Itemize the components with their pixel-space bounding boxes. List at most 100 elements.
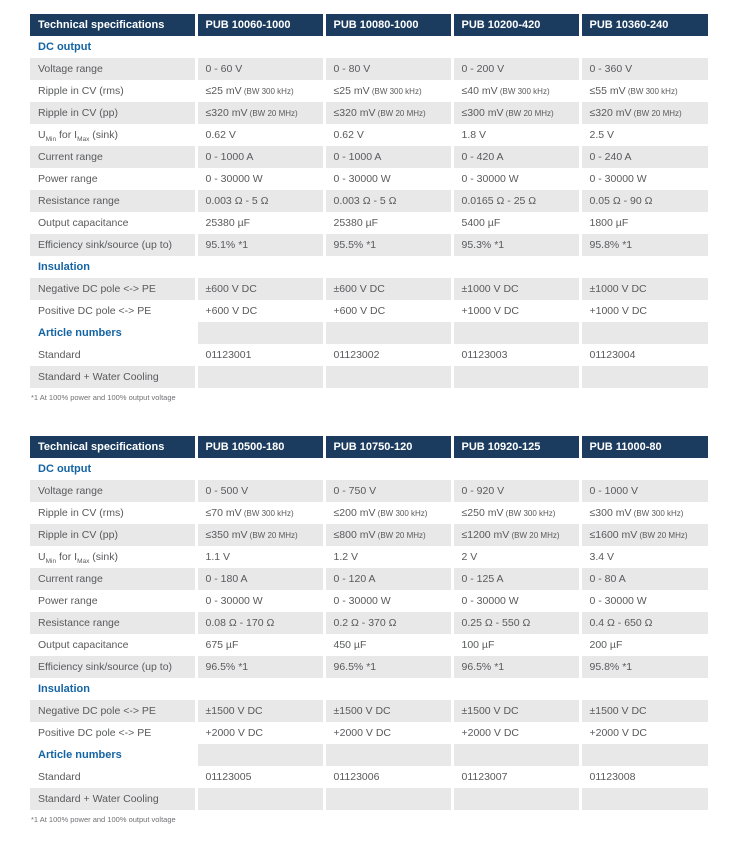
section-spacer-cell: [450, 744, 580, 766]
spec-value-cell: +2000 V DC: [578, 722, 708, 744]
value-text: ≤1600 mV: [589, 529, 638, 541]
spec-value-cell: [578, 366, 708, 388]
value-text: 96.5% *1: [333, 661, 377, 673]
value-text: 675 µF: [205, 639, 239, 651]
section-spacer-cell: [322, 256, 452, 278]
section-label: Article numbers: [30, 322, 196, 344]
value-text: +1000 V DC: [461, 305, 520, 317]
spec-value-cell: ≤320 mV (BW 20 MHz): [322, 102, 452, 124]
row-label: Ripple in CV (rms): [38, 85, 124, 97]
spec-value-cell: 95.5% *1: [322, 234, 452, 256]
spec-value-cell: 0 - 125 A: [450, 568, 580, 590]
value-text: 0 - 360 V: [589, 63, 633, 75]
value-text: 0 - 500 V: [205, 485, 249, 497]
spec-row: Voltage range 0 - 500 V 0 - 750 V 0 - 920 V…: [30, 480, 708, 502]
spec-value-cell: 675 µF: [194, 634, 324, 656]
spec-row: Voltage range 0 - 60 V 0 - 80 V 0 - 200 V 0 …: [30, 58, 708, 80]
value-text: ≤320 mV: [589, 107, 632, 119]
spec-value-cell: ≤1200 mV (BW 20 MHz): [450, 524, 580, 546]
spec-row: Ripple in CV (pp) ≤320 mV (BW 20 MHz) ≤320…: [30, 102, 708, 124]
spec-value-cell: 01123006: [322, 766, 452, 788]
value-text: 2.5 V: [589, 129, 615, 141]
spec-value-cell: 0.08 Ω - 170 Ω: [194, 612, 324, 634]
value-bandwidth-note: (BW 300 kHz): [497, 87, 550, 96]
value-text: ±600 V DC: [333, 283, 385, 295]
spec-row: Output capacitance 25380 µF 25380 µF 5400 µ…: [30, 212, 708, 234]
row-label: Power range: [38, 173, 98, 185]
spec-value-cell: [194, 366, 324, 388]
value-text: 0.25 Ω - 550 Ω: [461, 617, 531, 629]
spec-value-cell: 0.62 V: [322, 124, 452, 146]
spec-value-cell: ≤70 mV (BW 300 kHz): [194, 502, 324, 524]
value-text: ≤1200 mV: [461, 529, 510, 541]
spec-value-cell: ≤1600 mV (BW 20 MHz): [578, 524, 708, 546]
spec-value-cell: 0.0165 Ω - 25 Ω: [450, 190, 580, 212]
spec-table: Technical specifications PUB 10060-1000 PU…: [30, 14, 708, 388]
value-text: 01123005: [205, 771, 252, 783]
value-text: 0 - 30000 W: [589, 595, 647, 607]
value-text: 0 - 180 A: [205, 573, 248, 585]
section-spacer-cell: [322, 678, 452, 700]
value-bandwidth-note: (BW 20 MHz): [631, 109, 682, 118]
spec-value-cell: 01123008: [578, 766, 708, 788]
spec-value-cell: ≤300 mV (BW 20 MHz): [450, 102, 580, 124]
spec-value-cell: ≤55 mV (BW 300 kHz): [578, 80, 708, 102]
value-text: ≤70 mV: [205, 507, 242, 519]
section-spacer-cell: [194, 322, 324, 344]
model-column-header: PUB 10750-120: [322, 436, 452, 458]
value-text: 95.1% *1: [205, 239, 249, 251]
spec-row: Ripple in CV (rms) ≤70 mV (BW 300 kHz) ≤20…: [30, 502, 708, 524]
row-label: Positive DC pole <-> PE: [38, 727, 152, 739]
spec-row: Output capacitance 675 µF 450 µF 100 µF 200 …: [30, 634, 708, 656]
spec-value-cell: 0 - 120 A: [322, 568, 452, 590]
spec-value-cell: 0 - 500 V: [194, 480, 324, 502]
spec-table-block-1: Technical specifications PUB 10060-1000 PU…: [30, 14, 708, 402]
spec-value-cell: 0 - 920 V: [450, 480, 580, 502]
value-text: 0 - 30000 W: [205, 595, 263, 607]
model-column-header: PUB 10500-180: [194, 436, 324, 458]
section-spacer-cell: [450, 36, 580, 58]
spec-value-cell: 96.5% *1: [194, 656, 324, 678]
spec-value-cell: ≤200 mV (BW 300 kHz): [322, 502, 452, 524]
value-text: +600 V DC: [205, 305, 258, 317]
value-bandwidth-note: (BW 20 MHz): [375, 109, 426, 118]
footnote: *1 At 100% power and 100% output voltage: [31, 815, 176, 824]
value-text: 0 - 1000 A: [205, 151, 254, 163]
row-label: Resistance range: [30, 190, 196, 212]
spec-value-cell: 96.5% *1: [450, 656, 580, 678]
row-label: Voltage range: [30, 480, 196, 502]
value-text: ≤800 mV: [333, 529, 376, 541]
model-column-header: PUB 10360-240: [578, 14, 708, 36]
spec-table-block-2: Technical specifications PUB 10500-180 PUB…: [30, 436, 708, 824]
section-row: Article numbers: [30, 322, 708, 344]
spec-value-cell: 01123007: [450, 766, 580, 788]
spec-value-cell: ≤40 mV (BW 300 kHz): [450, 80, 580, 102]
value-text: 0.4 Ω - 650 Ω: [589, 617, 653, 629]
spec-value-cell: 01123003: [450, 344, 580, 366]
value-text: 1.1 V: [205, 551, 231, 563]
row-label: Negative DC pole <-> PE: [30, 700, 196, 722]
spec-value-cell: ±600 V DC: [322, 278, 452, 300]
section-row: Insulation: [30, 256, 708, 278]
value-text: 0.62 V: [333, 129, 364, 141]
section-row: DC output: [30, 458, 708, 480]
model-column-header: PUB 10200-420: [450, 14, 580, 36]
value-text: ±600 V DC: [205, 283, 257, 295]
value-text: 0 - 120 A: [333, 573, 376, 585]
value-text: 0 - 750 V: [333, 485, 377, 497]
value-text: 01123002: [333, 349, 380, 361]
spec-row: Standard 01123001 01123002 01123003 01123004: [30, 344, 708, 366]
spec-value-cell: ±1500 V DC: [322, 700, 452, 722]
spec-value-cell: 95.1% *1: [194, 234, 324, 256]
spec-value-cell: 0 - 30000 W: [194, 590, 324, 612]
spec-value-cell: ±1000 V DC: [578, 278, 708, 300]
spec-value-cell: ±1500 V DC: [194, 700, 324, 722]
model-column-header: PUB 10080-1000: [322, 14, 452, 36]
spec-value-cell: 200 µF: [578, 634, 708, 656]
section-spacer-cell: [194, 744, 324, 766]
section-label: Insulation: [30, 678, 196, 700]
section-spacer-cell: [194, 256, 324, 278]
row-label: Negative DC pole <-> PE: [30, 278, 196, 300]
value-text: 0 - 30000 W: [333, 595, 391, 607]
spec-row: UMin for IMax (sink) 0.62 V 0.62 V 1.8 V 2.5…: [30, 124, 708, 146]
